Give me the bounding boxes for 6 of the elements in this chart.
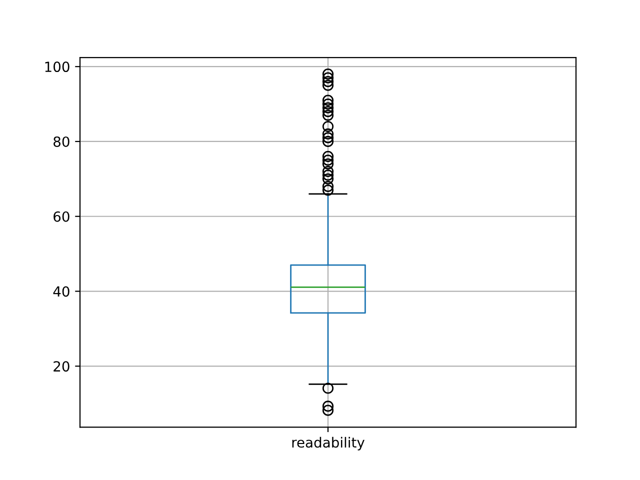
y-tick-label: 80 [54, 136, 70, 147]
y-tick-label: 40 [53, 286, 70, 297]
y-tick-label: 60 [54, 211, 70, 222]
y-tick-label: 20 [54, 361, 70, 372]
y-tick-label: 100 [45, 62, 70, 72]
x-tick-label: readability [292, 436, 365, 450]
